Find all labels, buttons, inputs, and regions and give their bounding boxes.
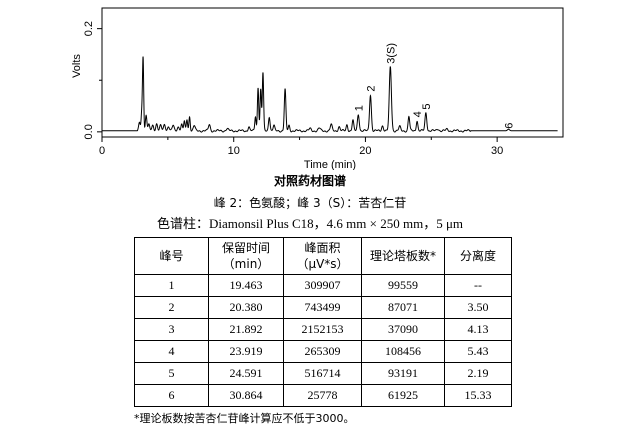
peak-label: 4 [412, 111, 424, 117]
table-body: 1 19.463 309907 99559 -- 2 20.380 743499 87071 3.… [134, 274, 512, 407]
x-tick-label: 10 [228, 145, 240, 157]
table-cell: 23.919 [208, 340, 284, 363]
table-cell: 4.13 [444, 318, 512, 341]
peak-label: 5 [421, 104, 433, 110]
table-cell: 99559 [361, 274, 445, 297]
plot-area: 0 10 20 30 0.0 0.2 1 2 3(S) 45 6 [83, 7, 564, 157]
table-cell: 2152153 [283, 318, 362, 341]
table-cell: 3.50 [444, 296, 512, 319]
x-axis-label: Time (min) [304, 159, 356, 170]
table-cell: 87071 [361, 296, 445, 319]
x-tick-label: 0 [99, 145, 105, 157]
table-cell: 1 [134, 274, 209, 297]
table-cell: 5 [134, 362, 209, 385]
peak-label: 2 [365, 85, 377, 91]
table-cell: 25778 [283, 384, 362, 407]
table-row: 3 21.892 2152153 37090 4.13 [134, 318, 512, 341]
peak-label: 6 [504, 123, 516, 129]
table-cell: 108456 [361, 340, 445, 363]
table-cell: 2 [134, 296, 209, 319]
x-tick-label: 20 [359, 145, 371, 157]
table-cell: 93191 [361, 362, 445, 385]
figure-title: 对照药材图谱 [273, 174, 346, 188]
column-header: 峰面积 （μV*s） [283, 237, 362, 275]
peak-identification-caption: 峰 2：色氨酸；峰 3（S）：苦杏仁苷 [213, 196, 407, 210]
y-tick-label: 0.0 [83, 124, 95, 139]
table-cell: 30.864 [208, 384, 284, 407]
table-cell: 265309 [283, 340, 362, 363]
column-header: 分离度 [444, 237, 512, 275]
table-cell: 21.892 [208, 318, 284, 341]
table-cell: 5.43 [444, 340, 512, 363]
table-cell: 743499 [283, 296, 362, 319]
column-header: 理论塔板数* [361, 237, 445, 275]
table-cell: 516714 [283, 362, 362, 385]
table-cell: 4 [134, 340, 209, 363]
table-cell: 2.19 [444, 362, 512, 385]
x-tick-label: 30 [491, 145, 503, 157]
table-row: 4 23.919 265309 108456 5.43 [134, 340, 512, 363]
y-axis-label: Volts [71, 54, 83, 78]
peak-label: 3(S) [385, 43, 397, 64]
table-cell: 37090 [361, 318, 445, 341]
chromatogram-trace [102, 56, 558, 133]
table-footnote: *理论板数按苦杏仁苷峰计算应不低于3000。 [134, 412, 355, 425]
table-cell: 61925 [361, 384, 445, 407]
table-row: 1 19.463 309907 99559 -- [134, 274, 512, 297]
table-cell: 309907 [283, 274, 362, 297]
table-cell: 20.380 [208, 296, 284, 319]
column-header: 峰号 [134, 237, 209, 275]
table-row: 2 20.380 743499 87071 3.50 [134, 296, 512, 319]
plot-frame [101, 7, 564, 138]
table-header-row: 峰号 保留时间 （min） 峰面积 （μV*s） 理论塔板数* 分离度 [134, 237, 512, 275]
column-header: 保留时间 （min） [208, 237, 284, 275]
chromatogram-chart: 0 10 20 30 0.0 0.2 1 2 3(S) 45 6 Volts Time (min) [71, 7, 564, 170]
table-row: 5 24.591 516714 93191 2.19 [134, 362, 512, 385]
table-cell: 3 [134, 318, 209, 341]
peak-data-table: 峰号 保留时间 （min） 峰面积 （μV*s） 理论塔板数* 分离度 1 19.463 309… [134, 237, 512, 407]
y-tick-label: 0.2 [83, 21, 95, 36]
table-cell: 19.463 [208, 274, 284, 297]
table-row: 6 30.864 25778 61925 15.33 [134, 384, 512, 407]
table-cell: 15.33 [444, 384, 512, 407]
column-spec-caption: 色谱柱：Diamonsil Plus C18，4.6 mm × 250 mm，5… [156, 216, 464, 231]
table-cell: 6 [134, 384, 209, 407]
table-cell: -- [444, 274, 512, 297]
peak-label: 1 [353, 105, 365, 111]
table-cell: 24.591 [208, 362, 284, 385]
